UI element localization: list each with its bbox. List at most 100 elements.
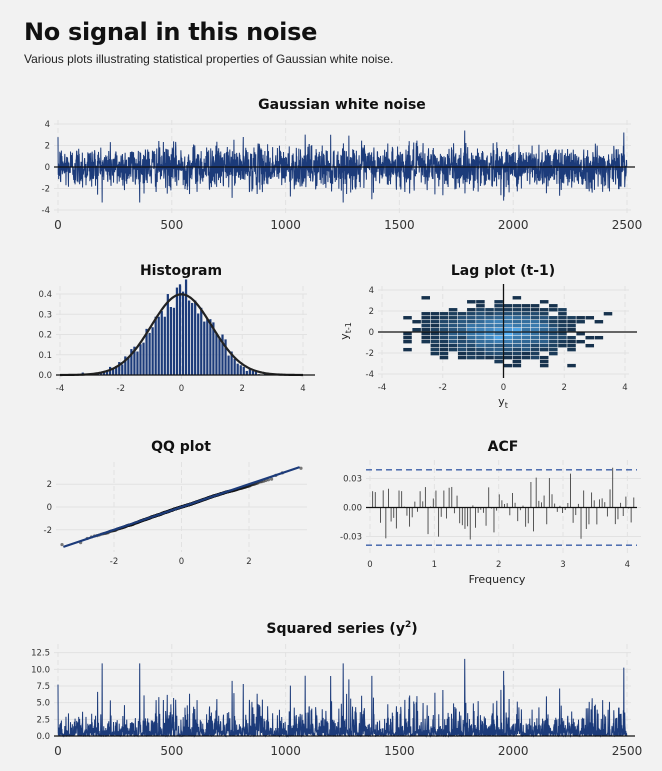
- lag-cell: [567, 339, 576, 344]
- lag-cell: [549, 328, 558, 332]
- lag-cell: [421, 296, 430, 300]
- lag-cell: [448, 343, 458, 348]
- hist-bar: [221, 334, 224, 375]
- lag-cell: [539, 355, 549, 360]
- lag-cell: [521, 320, 531, 324]
- lag-cell: [539, 300, 549, 304]
- lag-cell: [503, 363, 513, 368]
- hist-bar: [233, 358, 236, 375]
- lag-cell: [421, 328, 430, 332]
- lag-cell: [521, 312, 531, 316]
- acf-xtick-label: 1: [432, 560, 437, 570]
- lag-xlabel-main: y: [498, 395, 505, 408]
- hist-bar: [191, 302, 194, 375]
- lag-xtick-label: 4: [622, 383, 627, 393]
- lag-cell: [549, 308, 558, 312]
- lag-cell: [521, 339, 531, 344]
- noise-xtick-label: 1000: [270, 218, 301, 232]
- hist-bar: [175, 287, 179, 375]
- sq-ytick-label: 0.0: [36, 732, 50, 742]
- lag-cell: [421, 312, 430, 316]
- lag-ytick-label: 2: [369, 307, 374, 317]
- lag-cell: [503, 320, 513, 324]
- hist-bar: [130, 349, 133, 375]
- page-subtitle: Various plots illustrating statistical p…: [24, 52, 394, 66]
- lag-cell: [485, 335, 494, 340]
- qq-xtick-label: -2: [110, 557, 118, 567]
- lag-cell: [521, 335, 531, 340]
- lag-cell: [457, 312, 467, 316]
- hist-bar: [230, 351, 233, 375]
- hist-bar: [194, 300, 197, 375]
- lag-cell: [485, 339, 494, 344]
- lag-cell: [494, 304, 503, 308]
- hist-bar: [157, 316, 160, 375]
- hist-bar: [105, 370, 109, 375]
- lag-cell: [539, 328, 549, 332]
- hist-bar: [212, 322, 215, 375]
- sq-xtick-label: 2000: [498, 744, 529, 758]
- lag-cell: [476, 335, 485, 340]
- lag-cell: [439, 312, 449, 316]
- hist-bar: [133, 346, 136, 375]
- sq-ytick-label: 10.0: [31, 665, 50, 675]
- lag-cell: [512, 343, 522, 348]
- lag-cell: [512, 312, 522, 316]
- lag-cell: [549, 320, 558, 324]
- lag-cell: [512, 332, 522, 336]
- hist-bar: [187, 300, 191, 375]
- lag-ylabel: yt-1: [338, 322, 353, 340]
- hist-bar: [184, 279, 188, 375]
- acf-ytick-label: 0.00: [343, 504, 362, 514]
- lag-cell: [439, 335, 449, 340]
- lag-cell: [539, 347, 549, 352]
- histogram-plot: -4 -2 0 2 4 0.0 0.1 0.2 0.3 0.4: [38, 279, 315, 394]
- lag-cell: [503, 351, 513, 356]
- lag-cell: [448, 328, 458, 332]
- lag-cell: [503, 304, 513, 308]
- lag-cell: [485, 312, 494, 316]
- hist-xtick-label: -4: [56, 384, 64, 394]
- lag-cell: [521, 304, 531, 308]
- lag-cell: [485, 320, 494, 324]
- lag-cell: [530, 324, 540, 328]
- lag-cell: [457, 347, 467, 352]
- lag-cell: [576, 316, 585, 320]
- lag-cell: [539, 343, 549, 348]
- hist-bar: [209, 319, 212, 375]
- qq-xtick-label: 2: [246, 557, 251, 567]
- lag-cell: [448, 347, 458, 352]
- lag-cell: [467, 308, 476, 312]
- lag-cell: [485, 343, 494, 348]
- lag-cell: [403, 332, 412, 336]
- lag-cell: [457, 355, 467, 360]
- lag-cell: [476, 347, 485, 352]
- lag-cell: [530, 332, 540, 336]
- lag-cell: [530, 304, 540, 308]
- hist-xtick-label: -2: [117, 384, 125, 394]
- lag-cell: [467, 335, 476, 340]
- noise-ytick-label: 4: [45, 120, 50, 130]
- lag-cell: [485, 328, 494, 332]
- noise-xtick-label: 1500: [384, 218, 415, 232]
- lag-cell: [494, 312, 503, 316]
- lag-cell: [567, 328, 576, 332]
- lag-cell: [439, 339, 449, 344]
- lag-cell: [476, 343, 485, 348]
- lag-cell: [530, 328, 540, 332]
- squared-title-end: ): [411, 621, 417, 637]
- lag-cell: [476, 351, 485, 356]
- lag-title: Lag plot (t-1): [451, 263, 555, 279]
- lag-cell: [521, 347, 531, 352]
- lag-cell: [549, 343, 558, 348]
- lag-cell: [585, 316, 595, 320]
- lag-cell: [457, 339, 467, 344]
- hist-bar: [166, 294, 169, 375]
- lag-cell: [448, 320, 458, 324]
- hist-bar: [197, 313, 200, 375]
- lag-cell: [457, 343, 467, 348]
- hist-bar: [181, 291, 185, 375]
- acf-xtick-label: 3: [560, 560, 565, 570]
- hist-bar: [136, 351, 139, 375]
- lag-cell: [512, 359, 522, 364]
